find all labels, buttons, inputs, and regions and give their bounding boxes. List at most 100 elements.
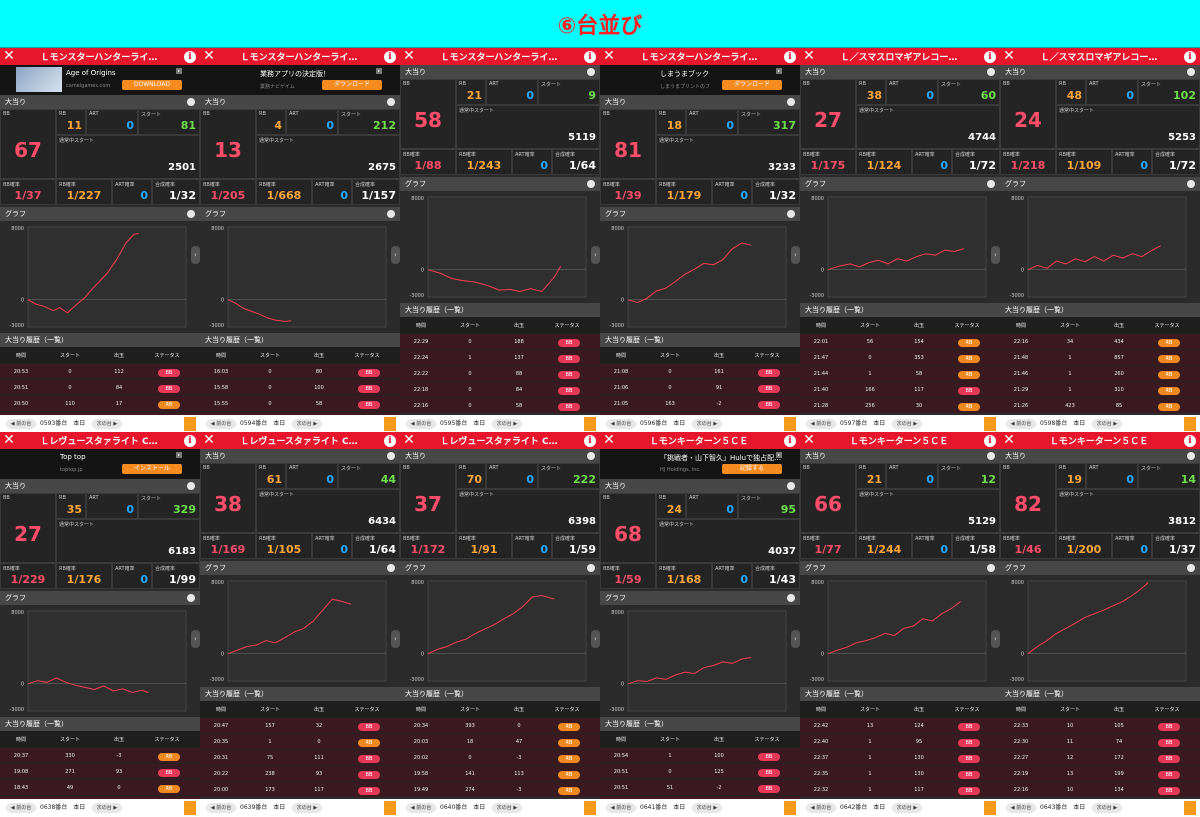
history-row[interactable]: 15:58 0 100 BB bbox=[200, 379, 400, 395]
history-row[interactable]: 20:03 18 47 RB bbox=[400, 733, 600, 749]
next-machine-button[interactable]: 次の台 ▶ bbox=[492, 419, 522, 429]
ad-choices-icon[interactable]: ▸ bbox=[776, 68, 782, 74]
ad-button[interactable]: DOWNLOAD bbox=[122, 80, 182, 90]
ad-banner[interactable]: 業務アプリの決定版！ 業務ナビゲイム ダウンロード ▸ bbox=[200, 65, 400, 95]
history-row[interactable]: 22:32 1 117 BB bbox=[800, 781, 1000, 797]
next-machine-button[interactable]: 次の台 ▶ bbox=[1092, 419, 1122, 429]
info-icon[interactable]: i bbox=[384, 434, 396, 447]
info-icon[interactable]: i bbox=[384, 50, 396, 63]
next-panel-arrow-icon[interactable]: › bbox=[191, 246, 200, 264]
expand-icon[interactable] bbox=[587, 452, 595, 460]
app-icon[interactable] bbox=[384, 801, 396, 815]
history-row[interactable]: 20:51 0 125 BB bbox=[600, 763, 800, 779]
history-row[interactable]: 21:40 166 117 BB bbox=[800, 381, 1000, 397]
history-row[interactable]: 19:58 141 113 RB bbox=[400, 765, 600, 781]
expand-icon[interactable] bbox=[387, 452, 395, 460]
prev-machine-button[interactable]: ◀ 前の台 bbox=[6, 803, 36, 813]
prev-machine-button[interactable]: ◀ 前の台 bbox=[606, 419, 636, 429]
next-machine-button[interactable]: 次の台 ▶ bbox=[892, 419, 922, 429]
next-panel-arrow-icon[interactable]: › bbox=[191, 630, 200, 648]
history-row[interactable]: 21:29 1 310 RB bbox=[1000, 381, 1200, 397]
next-machine-button[interactable]: 次の台 ▶ bbox=[1092, 803, 1122, 813]
history-row[interactable]: 21:47 0 353 RB bbox=[800, 349, 1000, 365]
expand-icon[interactable] bbox=[787, 594, 795, 602]
history-row[interactable]: 20:34 393 0 RB bbox=[400, 717, 600, 733]
ad-choices-icon[interactable]: ▸ bbox=[376, 68, 382, 74]
prev-machine-button[interactable]: ◀ 前の台 bbox=[1006, 419, 1036, 429]
history-row[interactable]: 20:37 330 -3 RB bbox=[0, 747, 200, 763]
history-row[interactable]: 22:35 1 130 BB bbox=[800, 765, 1000, 781]
history-row[interactable]: 21:28 256 30 RB bbox=[800, 397, 1000, 413]
ad-banner[interactable]: Age of Origins camelgames.com DOWNLOAD ▸ bbox=[0, 65, 200, 95]
prev-machine-button[interactable]: ◀ 前の台 bbox=[406, 419, 436, 429]
app-icon[interactable] bbox=[584, 801, 596, 815]
app-icon[interactable] bbox=[1184, 801, 1196, 815]
prev-machine-button[interactable]: ◀ 前の台 bbox=[806, 419, 836, 429]
expand-icon[interactable] bbox=[787, 98, 795, 106]
close-icon[interactable]: ✕ bbox=[203, 432, 215, 448]
expand-icon[interactable] bbox=[587, 564, 595, 572]
close-icon[interactable]: ✕ bbox=[403, 432, 415, 448]
history-row[interactable]: 21:48 1 857 RB bbox=[1000, 349, 1200, 365]
ad-choices-icon[interactable]: ▸ bbox=[176, 68, 182, 74]
expand-icon[interactable] bbox=[187, 98, 195, 106]
expand-icon[interactable] bbox=[387, 98, 395, 106]
history-row[interactable]: 19:49 274 -3 RB bbox=[400, 781, 600, 797]
close-icon[interactable]: ✕ bbox=[1003, 432, 1015, 448]
history-row[interactable]: 20:35 1 0 RB bbox=[200, 733, 400, 749]
history-row[interactable]: 22:18 0 84 BB bbox=[400, 381, 600, 397]
close-icon[interactable]: ✕ bbox=[603, 432, 615, 448]
next-panel-arrow-icon[interactable]: › bbox=[991, 246, 1000, 264]
expand-icon[interactable] bbox=[187, 210, 195, 218]
close-icon[interactable]: ✕ bbox=[203, 48, 215, 64]
next-panel-arrow-icon[interactable]: › bbox=[391, 630, 400, 648]
expand-icon[interactable] bbox=[587, 68, 595, 76]
ad-choices-icon[interactable]: ▸ bbox=[776, 452, 782, 458]
expand-icon[interactable] bbox=[787, 482, 795, 490]
info-icon[interactable]: i bbox=[984, 434, 996, 447]
info-icon[interactable]: i bbox=[984, 50, 996, 63]
next-panel-arrow-icon[interactable]: › bbox=[591, 630, 600, 648]
app-icon[interactable] bbox=[184, 801, 196, 815]
info-icon[interactable]: i bbox=[784, 434, 796, 447]
info-icon[interactable]: i bbox=[1184, 434, 1196, 447]
next-machine-button[interactable]: 次の台 ▶ bbox=[492, 803, 522, 813]
app-icon[interactable] bbox=[584, 417, 596, 431]
close-icon[interactable]: ✕ bbox=[803, 432, 815, 448]
next-panel-arrow-icon[interactable]: › bbox=[791, 630, 800, 648]
history-row[interactable]: 22:33 10 105 BB bbox=[1000, 717, 1200, 733]
history-row[interactable]: 21:06 0 91 BB bbox=[600, 379, 800, 395]
history-row[interactable]: 20:02 0 -3 RB bbox=[400, 749, 600, 765]
next-machine-button[interactable]: 次の台 ▶ bbox=[292, 419, 322, 429]
ad-button[interactable]: インストール bbox=[122, 464, 182, 474]
ad-banner[interactable]: しまうまブック しまうまプリントのフ ダウンロード ▸ bbox=[600, 65, 800, 95]
history-row[interactable]: 22:27 12 172 BB bbox=[1000, 749, 1200, 765]
history-row[interactable]: 19:08 271 93 BB bbox=[0, 763, 200, 779]
next-panel-arrow-icon[interactable]: › bbox=[591, 246, 600, 264]
expand-icon[interactable] bbox=[987, 180, 995, 188]
history-row[interactable]: 15:55 0 58 BB bbox=[200, 395, 400, 411]
history-row[interactable]: 22:22 0 88 BB bbox=[400, 365, 600, 381]
history-row[interactable]: 22:40 1 95 BB bbox=[800, 733, 1000, 749]
expand-icon[interactable] bbox=[387, 210, 395, 218]
next-panel-arrow-icon[interactable]: › bbox=[991, 630, 1000, 648]
history-row[interactable]: 20:54 1 100 BB bbox=[600, 747, 800, 763]
expand-icon[interactable] bbox=[587, 180, 595, 188]
app-icon[interactable] bbox=[984, 417, 996, 431]
app-icon[interactable] bbox=[384, 417, 396, 431]
info-icon[interactable]: i bbox=[584, 50, 596, 63]
history-row[interactable]: 21:46 1 260 RB bbox=[1000, 365, 1200, 381]
history-row[interactable]: 20:51 51 -2 BB bbox=[600, 779, 800, 795]
info-icon[interactable]: i bbox=[184, 434, 196, 447]
prev-machine-button[interactable]: ◀ 前の台 bbox=[206, 803, 236, 813]
history-row[interactable]: 20:50 110 17 RB bbox=[0, 395, 200, 411]
history-row[interactable]: 20:47 157 32 BB bbox=[200, 717, 400, 733]
history-row[interactable]: 22:16 0 58 BB bbox=[400, 397, 600, 413]
history-row[interactable]: 20:350210BB bbox=[0, 411, 200, 415]
app-icon[interactable] bbox=[784, 417, 796, 431]
history-row[interactable]: 22:16 10 134 BB bbox=[1000, 781, 1200, 797]
expand-icon[interactable] bbox=[1187, 68, 1195, 76]
next-machine-button[interactable]: 次の台 ▶ bbox=[892, 803, 922, 813]
expand-icon[interactable] bbox=[1187, 452, 1195, 460]
next-machine-button[interactable]: 次の台 ▶ bbox=[92, 803, 122, 813]
